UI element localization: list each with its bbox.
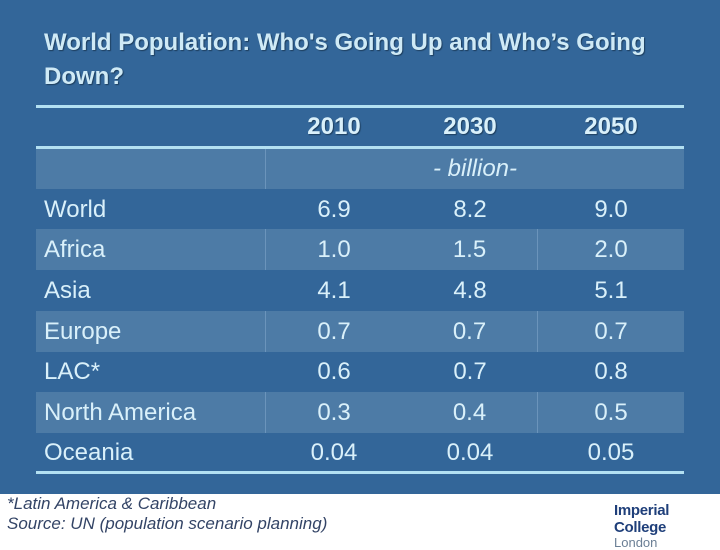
value-2050: 0.8 — [594, 357, 628, 385]
lac-footnote: *Latin America & Caribbean — [7, 494, 217, 513]
value-2050: 2.0 — [594, 235, 628, 263]
unit-row: - billion- — [36, 148, 684, 189]
region-name: World — [44, 195, 107, 223]
table-top-rule — [36, 105, 684, 108]
source-footnote: Source: UN (population scenario planning… — [7, 514, 328, 533]
region-name: Asia — [44, 276, 91, 304]
region-name: Europe — [36, 311, 266, 352]
value-2030: 4.8 — [453, 276, 487, 304]
value-2050: 9.0 — [594, 195, 628, 223]
table-header-rule — [36, 146, 684, 149]
value-2030: 1.5 — [402, 229, 538, 270]
unit-row-label — [36, 148, 266, 189]
value-2010: 0.6 — [317, 357, 351, 385]
value-2050: 0.05 — [587, 438, 635, 466]
value-2050: 0.7 — [594, 317, 628, 345]
unit-label: - billion- — [432, 154, 518, 182]
value-2010: 4.1 — [317, 276, 351, 304]
value-2010: 0.3 — [317, 398, 351, 426]
table-row: World 6.9 8.2 9.0 — [36, 189, 684, 230]
slide-background: World Population: Who's Going Up and Who… — [0, 0, 720, 494]
header-2030: 2030 — [443, 113, 497, 140]
table-row: Asia 4.1 4.8 5.1 — [36, 270, 684, 311]
value-2030: 0.04 — [446, 438, 494, 466]
table-row: Oceania 0.04 0.04 0.05 — [36, 432, 684, 473]
table-row: North America 0.3 0.4 0.5 — [36, 392, 684, 433]
value-2030: 0.4 — [402, 392, 538, 433]
table-row: Europe 0.7 0.7 0.7 — [36, 311, 684, 352]
table-header-row: 2010 2030 2050 — [36, 108, 684, 146]
region-name: North America — [36, 392, 266, 433]
table-row: Africa 1.0 1.5 2.0 — [36, 229, 684, 270]
value-2010: 6.9 — [317, 195, 351, 223]
header-2050: 2050 — [584, 113, 638, 140]
value-2030: 0.7 — [453, 357, 487, 385]
value-2010: 0.7 — [317, 317, 351, 345]
slide-title: World Population: Who's Going Up and Who… — [44, 29, 646, 90]
region-name: LAC* — [44, 357, 101, 385]
table-bottom-rule — [36, 471, 684, 474]
header-2010: 2010 — [307, 113, 361, 140]
header-region — [36, 108, 266, 146]
value-2010: 1.0 — [317, 235, 351, 263]
region-name: Africa — [36, 229, 266, 270]
value-2050: 5.1 — [594, 276, 628, 304]
value-2030: 0.7 — [402, 311, 538, 352]
logo-line-1: Imperial College — [614, 502, 670, 536]
region-name: Oceania — [44, 438, 134, 466]
value-2030: 8.2 — [453, 195, 487, 223]
imperial-college-logo: Imperial College London — [614, 502, 720, 550]
logo-line-2: London — [614, 535, 658, 550]
table-row: LAC* 0.6 0.7 0.8 — [36, 351, 684, 392]
value-2050: 0.5 — [594, 398, 628, 426]
value-2010: 0.04 — [310, 438, 358, 466]
